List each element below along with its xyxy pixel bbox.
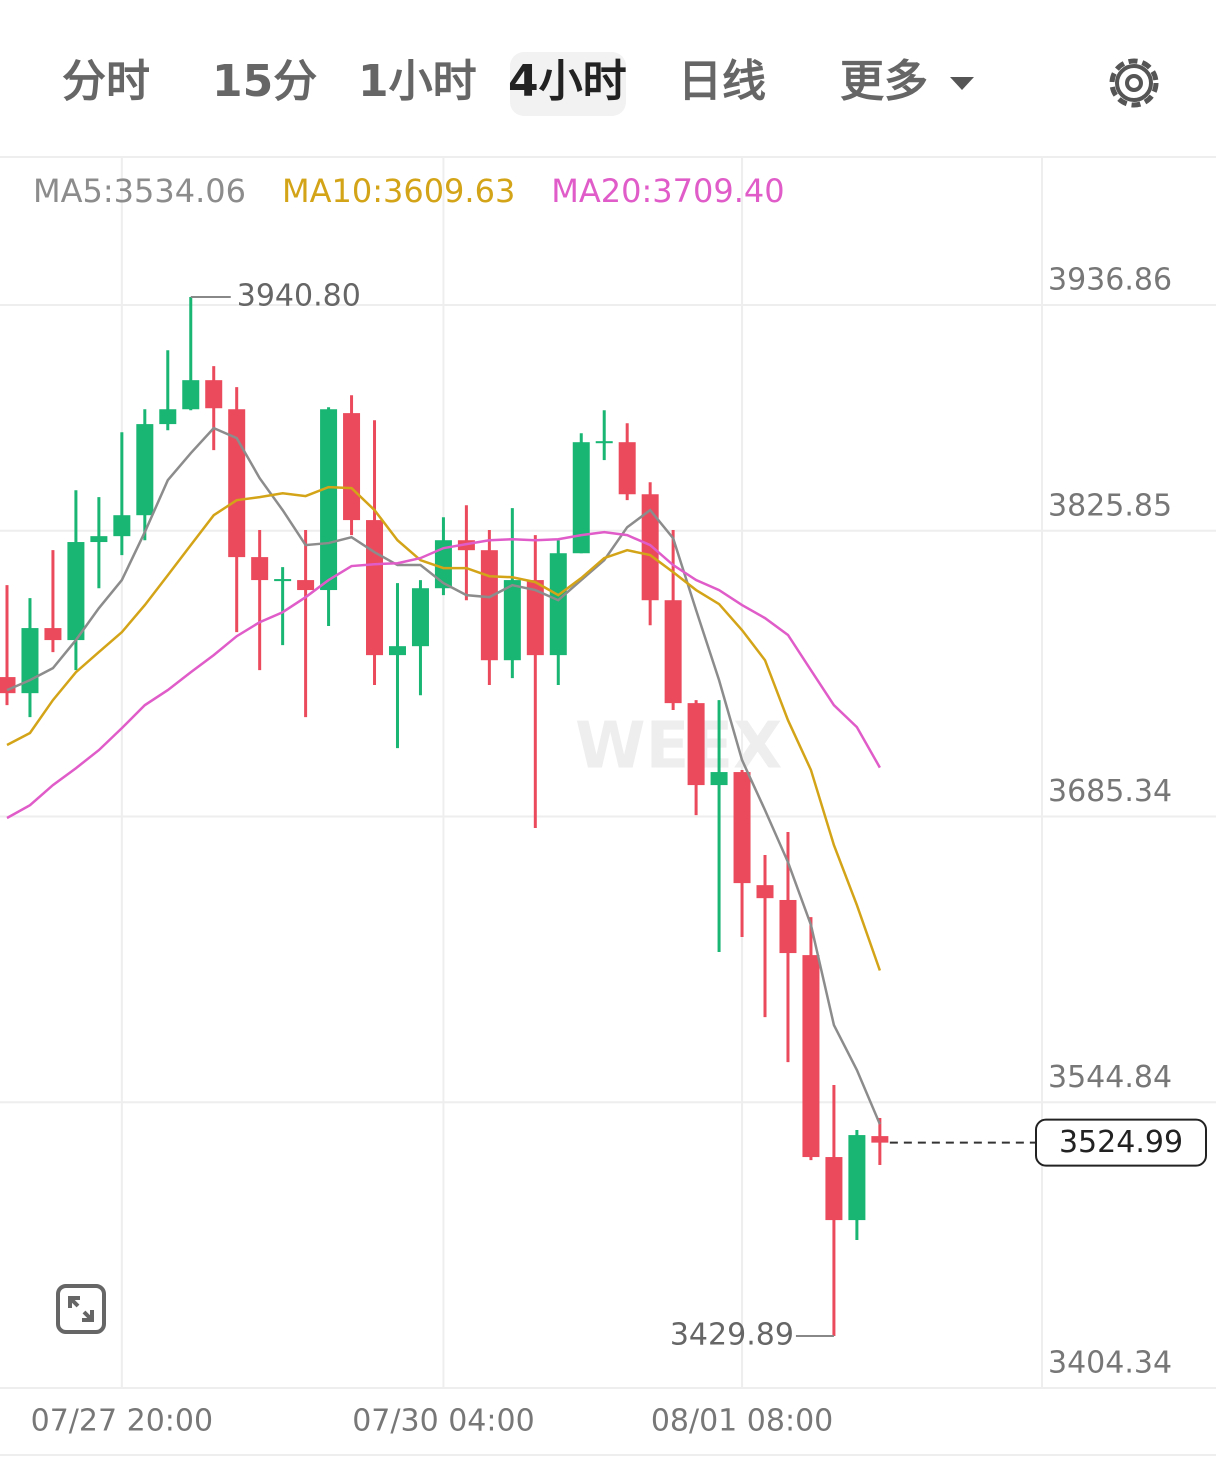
tab-highlight (510, 52, 626, 116)
low-label: 3429.89 (670, 1318, 794, 1353)
y-tick-label: 3825.85 (1048, 488, 1172, 523)
candle-body (182, 380, 200, 410)
high-label: 3940.80 (237, 278, 361, 313)
tab[interactable]: 分时 (62, 56, 150, 107)
y-tick-label: 3936.86 (1048, 263, 1172, 298)
x-tick-label: 07/27 20:00 (31, 1404, 213, 1439)
candle-body (756, 885, 774, 899)
candle-body (44, 628, 62, 641)
candle-body (710, 772, 728, 786)
y-tick-label: 3404.34 (1048, 1346, 1172, 1381)
candle-body (480, 550, 498, 661)
tab[interactable]: 15分 (212, 56, 317, 107)
candle-body (159, 409, 177, 425)
settings-icon[interactable] (1109, 58, 1159, 108)
candle-body (779, 899, 797, 954)
last-price-box (1035, 1118, 1207, 1167)
candle-body (595, 441, 613, 444)
candle-body (802, 955, 820, 1158)
candle-body (136, 424, 154, 516)
x-tick-label: 08/01 08:00 (651, 1404, 833, 1439)
watermark: WEEX (575, 710, 782, 784)
candle-body (848, 1135, 866, 1221)
last-price-label: 3524.99 (1059, 1125, 1183, 1160)
candle-body (572, 442, 590, 554)
candle-body (388, 646, 406, 656)
candle-body (320, 409, 338, 591)
candle-body (274, 579, 292, 582)
legend-entry: MA20:3709.40 (551, 172, 784, 210)
expand-icon[interactable] (56, 1284, 106, 1334)
candle-body (113, 515, 131, 537)
candle-body (67, 542, 85, 641)
candle-body (366, 520, 384, 656)
candle-body (343, 413, 361, 521)
candle-body (618, 442, 636, 495)
legend-entry: MA10:3609.63 (282, 172, 515, 210)
candle-body (641, 494, 659, 601)
x-tick-label: 07/30 04:00 (352, 1404, 534, 1439)
candle-body (251, 557, 269, 581)
y-tick-label: 3685.34 (1048, 774, 1172, 809)
dropdown-arrow (950, 77, 974, 90)
ma-line (6, 426, 882, 1125)
candle-body (411, 588, 429, 647)
candle-body (733, 772, 751, 884)
y-tick-label: 3544.84 (1048, 1060, 1172, 1095)
ma-line (6, 485, 882, 971)
tab[interactable]: 1小时 (358, 56, 477, 107)
tab[interactable]: 日线 (678, 56, 766, 107)
legend-entry: MA5:3534.06 (33, 172, 246, 210)
tab-more[interactable]: 更多 (840, 56, 928, 107)
ma-line (6, 530, 881, 820)
candle-body (90, 536, 108, 543)
tab-selected[interactable]: 4小时 (508, 56, 627, 107)
candle-body (228, 409, 246, 558)
candle-body (434, 540, 452, 589)
candle-body (549, 553, 567, 656)
candle-body (871, 1136, 889, 1143)
candle-body (664, 600, 682, 704)
candle-body (687, 703, 705, 786)
candle-body (825, 1157, 843, 1221)
candle-body (526, 580, 544, 656)
candle-body (205, 380, 223, 409)
candle-body (297, 580, 315, 591)
candle-body (503, 580, 521, 661)
